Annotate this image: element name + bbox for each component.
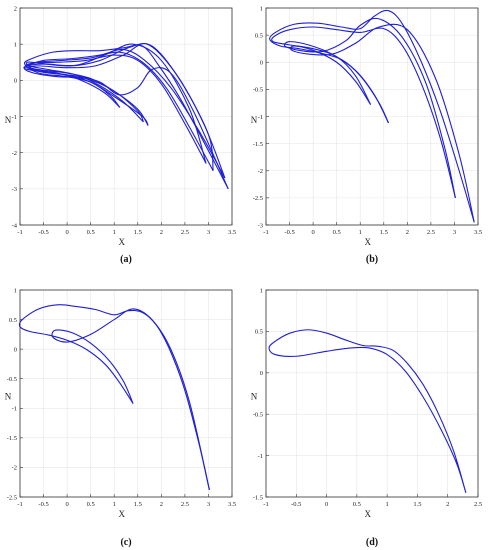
x-axis-label: X: [365, 509, 372, 519]
x-tick-label: 0.5: [333, 229, 341, 236]
x-tick-label: 2.5: [181, 229, 189, 236]
y-axis-label: N: [5, 115, 12, 125]
x-tick-label: 1: [359, 229, 362, 236]
y-tick-label: 0.5: [9, 317, 17, 324]
y-axis-label: N: [5, 392, 12, 402]
y-tick-label: 2: [14, 5, 17, 12]
plot-frame: [265, 289, 479, 498]
x-tick-label: -1: [17, 229, 22, 236]
y-tick-label: 1: [14, 287, 17, 294]
x-tick-label: -1: [263, 501, 268, 508]
y-tick-label: -0.5: [253, 87, 263, 94]
x-tick-label: -1: [17, 501, 22, 508]
x-tick-label: 1: [113, 501, 116, 508]
y-tick-label: 1: [260, 287, 263, 294]
x-tick-label: -1: [263, 229, 268, 236]
y-tick-label: -2.5: [253, 195, 263, 202]
x-tick-label: -0.5: [291, 501, 301, 508]
trajectory-line-1: [268, 329, 467, 494]
panel-caption: (d): [366, 537, 378, 548]
x-axis-label: X: [365, 237, 372, 247]
trajectory-line-3: [271, 26, 456, 199]
y-tick-label: -2: [12, 465, 17, 472]
trajectory-line-5: [23, 51, 214, 172]
y-tick-label: -2.5: [7, 494, 17, 501]
y-tick-label: -1: [12, 114, 17, 121]
y-tick-label: -1: [12, 406, 17, 413]
x-tick-label: 2: [446, 501, 449, 508]
x-tick-label: 3: [453, 229, 456, 236]
x-tick-label: 1.5: [380, 229, 388, 236]
y-axis-label: N: [251, 392, 258, 402]
chart-panel-2: -1 -0.5 0 0.5 1 1.5 2 2.5 3 3.5 -3 -2.5 -2 -1.5 -1 -0.5…: [251, 5, 482, 265]
x-tick-label: 1.5: [134, 229, 142, 236]
y-tick-label: -1.5: [7, 435, 17, 442]
y-tick-label: 0: [260, 370, 263, 377]
y-tick-label: -3: [12, 186, 17, 193]
y-tick-label: -0.5: [7, 376, 17, 383]
y-tick-label: -1.5: [253, 141, 263, 148]
x-tick-label: 2: [160, 229, 163, 236]
x-tick-label: 1.5: [134, 501, 142, 508]
x-tick-label: 0.5: [353, 501, 361, 508]
x-tick-label: 3.5: [228, 229, 236, 236]
y-tick-label: 0: [14, 78, 17, 85]
trajectory-line-1: [23, 44, 229, 190]
x-tick-label: 3.5: [228, 501, 236, 508]
panel-caption: (c): [120, 537, 131, 548]
y-tick-label: 0.5: [255, 32, 263, 39]
y-tick-label: -1.5: [253, 494, 263, 501]
x-tick-label: 2.5: [427, 229, 435, 236]
x-tick-label: 1: [386, 501, 389, 508]
trajectory-line-7: [24, 54, 229, 190]
trajectory-line-4: [290, 23, 475, 223]
y-tick-label: -1: [258, 453, 263, 460]
x-tick-label: 0.5: [87, 501, 95, 508]
x-tick-label: 1.5: [413, 501, 421, 508]
y-tick-label: -1: [258, 114, 263, 121]
x-tick-label: -0.5: [38, 229, 48, 236]
y-tick-label: 0: [14, 346, 17, 353]
trajectory-line-2: [51, 308, 210, 491]
y-tick-label: 0: [260, 60, 263, 67]
x-tick-label: 2: [160, 501, 163, 508]
panel-caption: (a): [120, 254, 132, 265]
y-tick-label: 1: [14, 41, 17, 48]
x-tick-label: 0: [325, 501, 328, 508]
x-tick-label: 2: [406, 229, 409, 236]
panel-caption: (b): [366, 254, 378, 265]
x-axis-label: X: [119, 237, 126, 247]
x-tick-label: 3: [207, 229, 210, 236]
y-tick-label: -0.5: [253, 412, 263, 419]
y-axis-label: N: [251, 115, 258, 125]
x-axis-label: X: [119, 509, 126, 519]
x-tick-label: 0: [65, 229, 68, 236]
chart-panel-3: -1 -0.5 0 0.5 1 1.5 2 2.5 3 3.5 -2.5 -2 -1.5 -1 -0.5 0 0…: [5, 287, 236, 548]
x-tick-label: 3.5: [474, 229, 482, 236]
trajectory-line-2: [27, 43, 226, 179]
x-tick-label: 2.5: [474, 501, 482, 508]
x-tick-label: -0.5: [284, 229, 294, 236]
x-tick-label: 0: [311, 229, 314, 236]
trajectory-line-1: [18, 304, 210, 491]
plot-frame: [19, 289, 233, 498]
chart-panel-1: -1 -0.5 0 0.5 1 1.5 2 2.5 3 3.5 -4 -3 -2 -1 0 1 2 X N (a): [5, 5, 236, 265]
y-tick-label: -2: [258, 168, 263, 175]
y-tick-label: 1: [260, 5, 263, 12]
trajectory-line-6: [25, 43, 207, 164]
y-tick-label: -3: [258, 222, 263, 229]
x-tick-label: 3: [207, 501, 210, 508]
y-tick-label: 0.5: [255, 329, 263, 336]
x-tick-label: -0.5: [38, 501, 48, 508]
y-tick-label: -2: [12, 150, 17, 157]
x-tick-label: 2.5: [181, 501, 189, 508]
y-tick-label: -4: [12, 222, 18, 229]
x-tick-label: 1: [113, 229, 116, 236]
trajectory-line-2: [283, 17, 456, 198]
x-tick-label: 0.5: [87, 229, 95, 236]
x-tick-label: 0: [65, 501, 68, 508]
